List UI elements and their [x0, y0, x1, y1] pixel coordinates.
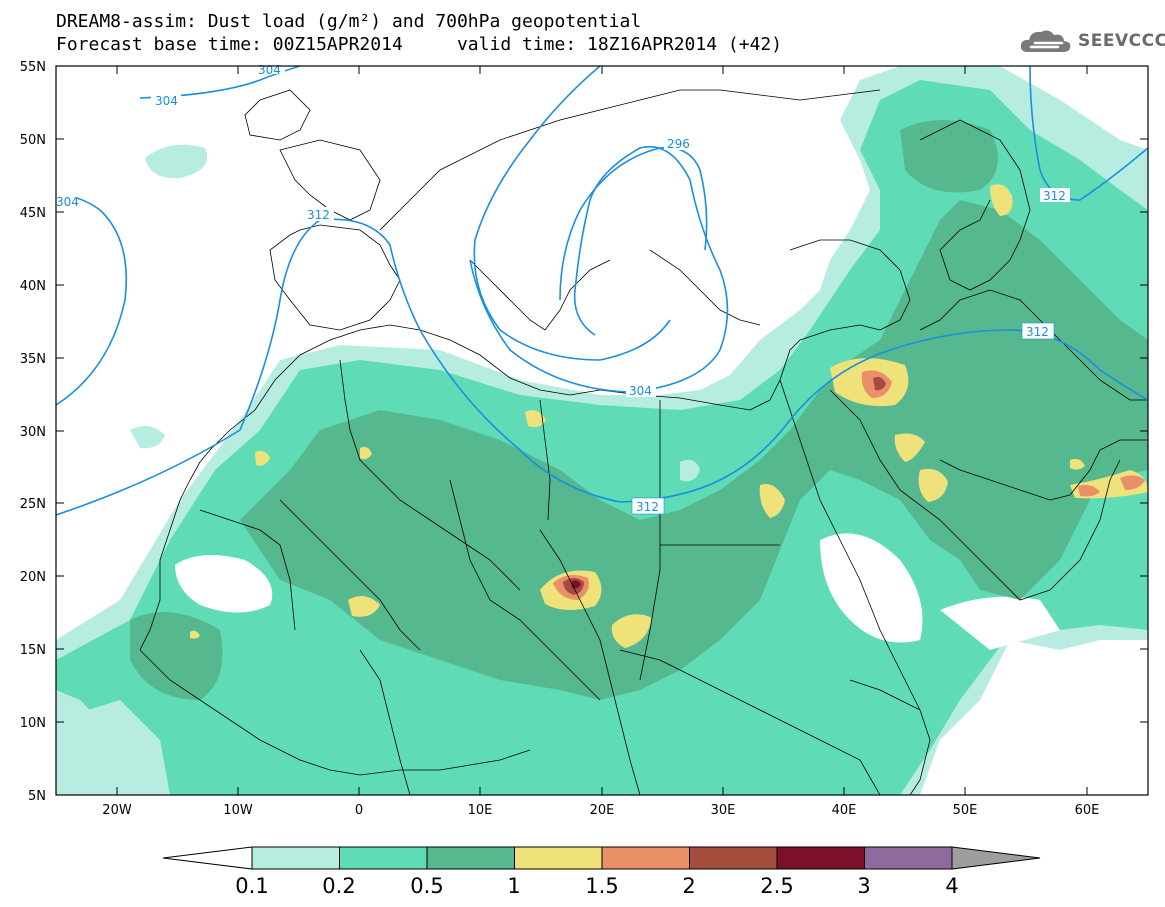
- colorbar-label: 0.2: [322, 874, 355, 898]
- lon-label: 60E: [1075, 803, 1100, 818]
- dust-clear-area: [940, 596, 1060, 650]
- lon-label: 20W: [102, 803, 132, 818]
- lat-label: 30N: [20, 425, 46, 440]
- colorbar-label: 1.5: [585, 874, 618, 898]
- lat-label: 45N: [20, 206, 46, 221]
- colorbar-label: 1: [507, 874, 520, 898]
- colorbar: 0.1 0.2 0.5 1 1.5 2 2.5 3 4: [162, 846, 1041, 898]
- contour-label: 304: [56, 195, 79, 209]
- contour-label: 312: [636, 500, 659, 514]
- lat-label: 10N: [20, 716, 46, 731]
- dust-pale-area: [56, 700, 170, 795]
- contour-304-west: [56, 194, 128, 406]
- lon-label: 10W: [223, 803, 253, 818]
- contour-labels: 304 304 312 296 304 312 312 312 304: [56, 63, 1070, 515]
- lon-label: 40E: [832, 803, 857, 818]
- contour-label: 304: [629, 384, 652, 398]
- dust-clear-area: [820, 533, 923, 643]
- contour-304-south: [469, 146, 729, 393]
- lon-label: 30E: [711, 803, 736, 818]
- axis-ticks: [56, 65, 1148, 796]
- longitude-labels: 20W 10W 0 10E 20E 30E 40E 50E 60E: [102, 803, 1099, 818]
- lon-label: 50E: [953, 803, 978, 818]
- lat-label: 25N: [20, 497, 46, 512]
- colorbar-high-arrow: [951, 846, 1041, 870]
- contour-label: 312: [1026, 325, 1049, 339]
- colorbar-swatch: [601, 846, 690, 870]
- colorbar-label: 0.5: [410, 874, 443, 898]
- lat-label: 20N: [20, 570, 46, 585]
- colorbar-swatch: [864, 846, 953, 870]
- colorbar-label: 0.1: [235, 874, 268, 898]
- lat-label: 5N: [28, 789, 46, 804]
- colorbar-swatch: [689, 846, 778, 870]
- lat-label: 35N: [20, 352, 46, 367]
- contour-296-arc: [559, 146, 708, 301]
- geopotential-contours: [56, 66, 1148, 516]
- lat-label: 55N: [20, 60, 46, 75]
- colorbar-label: 3: [857, 874, 870, 898]
- colorbar-swatch: [339, 846, 428, 870]
- dust-field: [56, 66, 1148, 795]
- lat-label: 15N: [20, 643, 46, 658]
- colorbar-label: 4: [945, 874, 958, 898]
- colorbar-swatch: [251, 846, 340, 870]
- contour-label: 312: [1043, 189, 1066, 203]
- cloud-icon: [1020, 30, 1071, 52]
- lat-label: 50N: [20, 133, 46, 148]
- lon-label: 20E: [590, 803, 615, 818]
- logo-text: SEEVCCC: [1078, 31, 1165, 51]
- dust-level-0.1-patch: [145, 144, 208, 179]
- lon-label: 0: [355, 803, 363, 818]
- forecast-time-line: Forecast base time: 00Z15APR2014 valid t…: [56, 34, 783, 55]
- contour-label: 312: [307, 208, 330, 222]
- coastlines-borders: [139, 89, 1148, 795]
- lat-label: 40N: [20, 279, 46, 294]
- dust-clear-area: [175, 555, 273, 613]
- colorbar-swatch: [426, 846, 515, 870]
- colorbar-label: 2.5: [760, 874, 793, 898]
- dust-level-0.5-patch: [130, 612, 223, 700]
- latitude-labels: 55N 50N 45N 40N 35N 30N 25N 20N 15N 10N …: [20, 60, 46, 804]
- colorbar-swatch: [776, 846, 865, 870]
- contour-296: [473, 66, 671, 361]
- colorbar-swatch: [514, 846, 603, 870]
- seevccc-logo: SEEVCCC: [1018, 26, 1165, 56]
- dust-pale-area: [680, 459, 700, 482]
- colorbar-low-arrow: [162, 846, 253, 870]
- contour-312-west: [56, 218, 1148, 516]
- dust-level-0.1-patch: [130, 426, 165, 449]
- map-title: DREAM8-assim: Dust load (g/m²) and 700hP…: [56, 11, 642, 32]
- colorbar-label: 2: [682, 874, 695, 898]
- contour-label: 304: [155, 94, 178, 108]
- dust-level-0.5: [240, 200, 1148, 700]
- contour-label: 304: [258, 63, 281, 77]
- lon-label: 10E: [468, 803, 493, 818]
- contour-label: 296: [667, 137, 690, 151]
